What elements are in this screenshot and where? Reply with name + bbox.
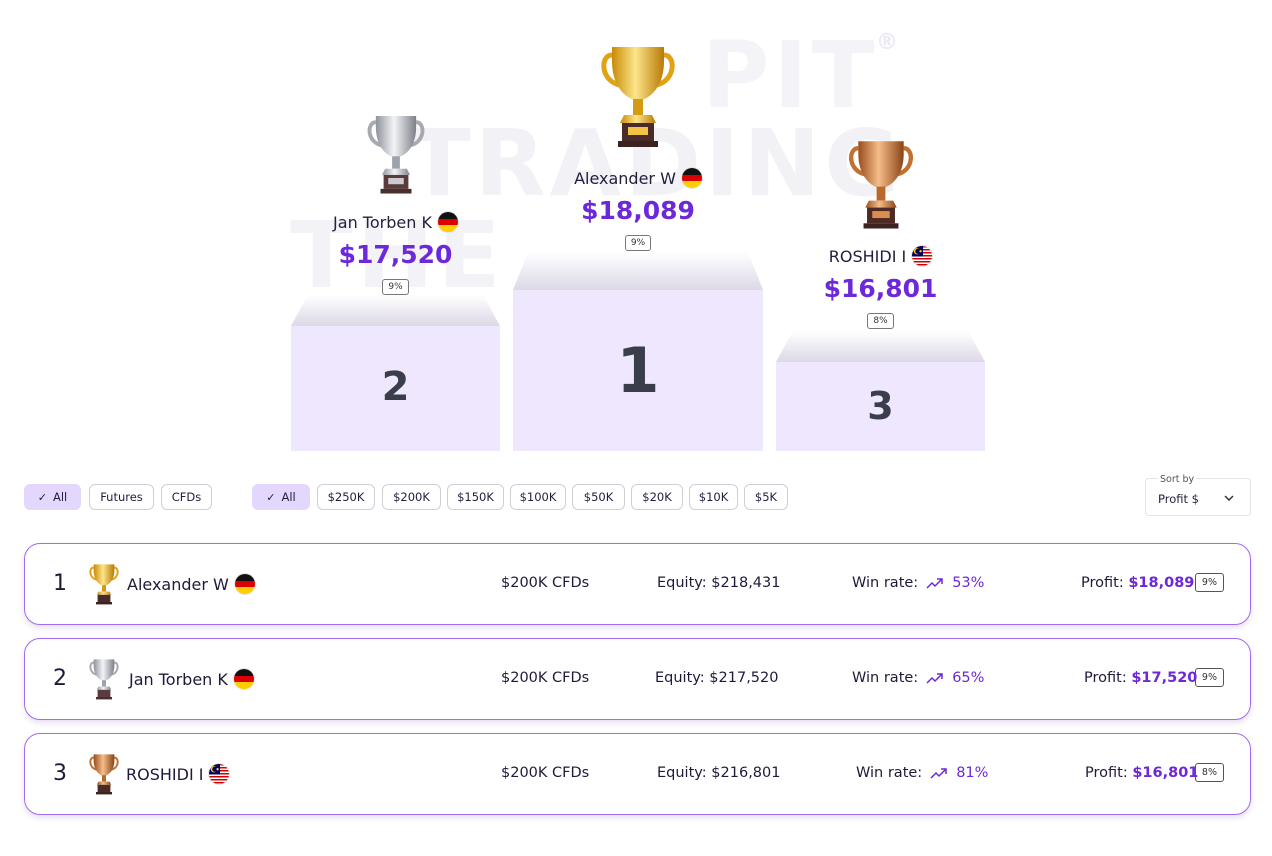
gold-trophy-icon — [89, 564, 119, 605]
row-equity: Equity: $216,801 — [657, 765, 781, 781]
podium-third-percent-badge: 8% — [867, 313, 894, 329]
filter-size-5k[interactable]: $5K — [744, 484, 788, 510]
trend-up-icon — [930, 768, 947, 779]
row-trader-name: Alexander W — [127, 574, 255, 594]
watermark-pit: PIT — [702, 22, 879, 129]
podium-second-rank: 2 — [381, 364, 410, 410]
row-percent-badge: 9% — [1194, 668, 1224, 687]
leaderboard-row[interactable]: 3 ROSHIDI I $200K CFDs Equity: $216,801 … — [24, 733, 1251, 815]
leaderboard-row[interactable]: 1 Alexander W $200K CFDs Equity: $218,43… — [24, 543, 1251, 625]
row-rank: 1 — [53, 571, 67, 596]
row-win-rate: Win rate: 81% — [856, 765, 989, 781]
gold-trophy-icon — [601, 47, 675, 147]
podium-second-place: Jan Torben K $17,520 9% — [291, 110, 500, 295]
filter-type-cfds[interactable]: CFDs — [161, 484, 212, 510]
row-percent-badge: 9% — [1194, 573, 1224, 592]
podium-first-block: 1 — [513, 290, 763, 451]
podium-second-name: Jan Torben K — [291, 212, 500, 232]
row-trader-name: ROSHIDI I — [126, 764, 230, 784]
podium-third-block-top — [776, 331, 985, 362]
row-percent-badge: 8% — [1194, 763, 1224, 782]
trend-up-icon — [926, 578, 943, 589]
podium-second-percent-badge: 9% — [382, 279, 409, 295]
watermark-registered: ® — [876, 30, 902, 55]
podium-first-block-top — [513, 252, 763, 290]
bronze-trophy-icon — [848, 141, 913, 229]
germany-flag-icon — [681, 168, 702, 188]
podium-second-block: 2 — [291, 326, 500, 451]
podium-third-place: ROSHIDI I $16,801 8% — [776, 136, 985, 329]
row-profit: Profit: $17,520 — [1084, 670, 1198, 686]
row-equity: Equity: $217,520 — [655, 670, 779, 686]
row-profit: Profit: $18,089 — [1081, 575, 1195, 591]
filter-size-10k[interactable]: $10K — [689, 484, 738, 510]
filter-size-all[interactable]: ✓ All — [252, 484, 310, 510]
filter-type-all[interactable]: ✓ All — [24, 484, 81, 510]
bronze-trophy-icon — [89, 754, 119, 795]
row-equity: Equity: $218,431 — [657, 575, 781, 591]
podium-first-percent-badge: 9% — [624, 235, 652, 251]
germany-flag-icon — [233, 669, 254, 689]
germany-flag-icon — [437, 212, 458, 232]
row-win-rate: Win rate: 53% — [852, 575, 985, 591]
filter-size-200k[interactable]: $200K — [382, 484, 441, 510]
row-plan: $200K CFDs — [501, 670, 590, 686]
row-trader-name: Jan Torben K — [129, 669, 254, 689]
sort-label: Sort by — [1158, 474, 1197, 485]
malaysia-flag-icon — [912, 246, 933, 266]
podium-first-profit: $18,089 — [581, 196, 695, 225]
check-icon: ✓ — [37, 490, 47, 504]
row-rank: 3 — [53, 761, 67, 786]
silver-trophy-icon — [367, 116, 424, 194]
podium-second-profit: $17,520 — [338, 240, 453, 269]
germany-flag-icon — [234, 574, 255, 594]
podium: Jan Torben K $17,520 9% Alexander W — [291, 40, 985, 451]
filter-size-20k[interactable]: $20K — [631, 484, 683, 510]
row-rank: 2 — [53, 666, 67, 691]
filter-type-futures[interactable]: Futures — [89, 484, 154, 510]
sort-select[interactable]: Sort by Profit $ — [1145, 474, 1251, 516]
podium-first-name: Alexander W — [513, 168, 763, 188]
filter-size-50k[interactable]: $50K — [572, 484, 625, 510]
podium-third-name: ROSHIDI I — [776, 246, 985, 266]
podium-first-place: Alexander W $18,089 9% — [513, 40, 763, 251]
filter-size-100k[interactable]: $100K — [510, 484, 566, 510]
podium-first-rank: 1 — [616, 334, 660, 407]
podium-second-block-top — [291, 295, 500, 326]
row-plan: $200K CFDs — [501, 575, 590, 591]
row-win-rate: Win rate: 65% — [852, 670, 985, 686]
malaysia-flag-icon — [209, 764, 230, 784]
podium-third-profit: $16,801 — [823, 274, 938, 303]
podium-third-block: 3 — [776, 362, 985, 451]
filter-size-250k[interactable]: $250K — [317, 484, 375, 510]
row-plan: $200K CFDs — [501, 765, 590, 781]
trend-up-icon — [926, 673, 943, 684]
silver-trophy-icon — [89, 659, 119, 700]
filter-size-150k[interactable]: $150K — [447, 484, 504, 510]
leaderboard-row[interactable]: 2 Jan Torben K $200K CFDs Equity: $217,5… — [24, 638, 1251, 720]
chevron-down-icon — [1224, 495, 1234, 502]
check-icon: ✓ — [266, 490, 276, 504]
sort-value: Profit $ — [1158, 492, 1199, 506]
row-profit: Profit: $16,801 — [1085, 765, 1199, 781]
podium-third-rank: 3 — [867, 384, 894, 428]
